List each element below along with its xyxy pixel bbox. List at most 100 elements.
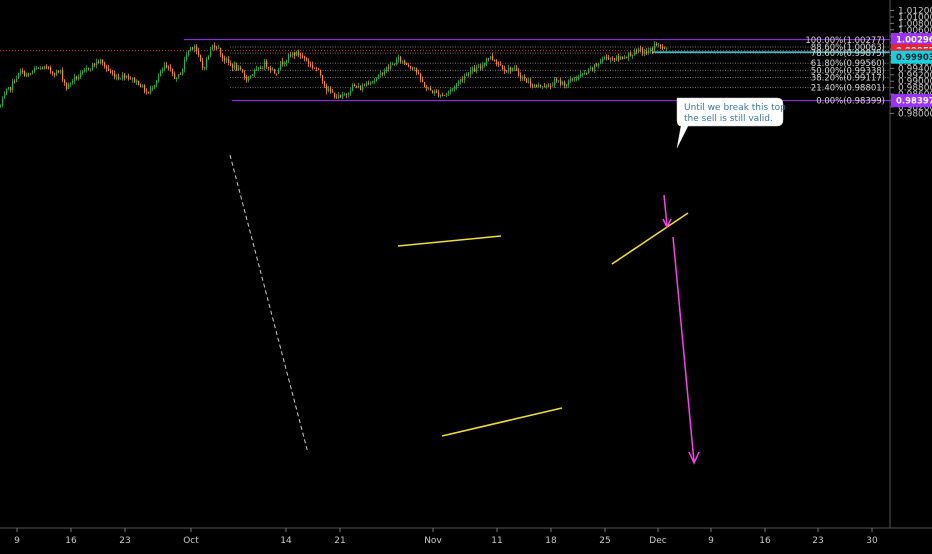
candle-body — [614, 58, 616, 61]
candle-body — [516, 68, 518, 71]
candle-body — [350, 90, 352, 94]
candle-body — [582, 73, 584, 75]
candle-body — [534, 84, 536, 87]
candle-body — [380, 72, 382, 75]
candle-body — [460, 79, 462, 82]
candle-body — [124, 74, 126, 78]
candle-body — [316, 68, 318, 69]
candle-body — [244, 72, 246, 78]
candle-body — [470, 70, 472, 74]
candle-body — [342, 94, 344, 98]
candle-body — [306, 58, 308, 61]
candle-body — [274, 69, 276, 74]
candle-body — [182, 69, 184, 75]
candle-body — [564, 82, 566, 86]
candle-body — [580, 74, 582, 77]
candle-body — [406, 63, 408, 65]
candle-body — [654, 43, 656, 51]
candle-body — [388, 67, 390, 69]
candle-body — [358, 86, 360, 88]
candle-body — [320, 69, 322, 76]
fib-level-label: 88.60%(1.00063) — [811, 43, 885, 53]
candle-body — [98, 61, 100, 64]
candle-body — [550, 86, 552, 87]
candle-body — [476, 67, 478, 72]
candle-body — [410, 66, 412, 68]
fib-level-label: 50.00%(0.99338) — [811, 66, 885, 76]
candle-body — [432, 90, 434, 94]
candle-body — [526, 78, 528, 83]
callout-line-2: the sell is still valid. — [684, 114, 773, 124]
price-tick-label: 0.98200 — [898, 103, 932, 113]
dashed-fib-anchor-line — [229, 154, 309, 454]
callout[interactable]: Until we break this top the sell is stil… — [676, 97, 786, 149]
fib-level-label: 38.20%(0.99117) — [811, 73, 885, 83]
time-tick-label: 30 — [866, 536, 878, 546]
candles — [0, 40, 668, 108]
candle-body — [262, 67, 264, 69]
candle-body — [336, 97, 338, 99]
candle-body — [66, 82, 68, 90]
candle-body — [22, 71, 24, 72]
candle-body — [180, 74, 182, 75]
price-axis[interactable]: 1.012001.010001.008001.006001.004001.002… — [889, 0, 932, 528]
time-axis[interactable]: 9 16 23 Oct 14 21 Nov 11 18 25 Dec 9 16 23 30 — [0, 527, 932, 546]
candle-body — [344, 94, 346, 96]
candle-body — [218, 48, 220, 49]
candle-body — [242, 69, 244, 73]
candle-body — [48, 67, 50, 68]
candle-body — [578, 76, 580, 79]
candle-body — [146, 91, 148, 93]
candle-body — [162, 69, 164, 72]
candle-body — [72, 80, 74, 83]
candle-body — [204, 67, 206, 69]
candle-body — [502, 65, 504, 70]
candle-body — [216, 47, 218, 49]
candle-body — [142, 85, 144, 88]
candle-body — [584, 73, 586, 74]
candle-body — [552, 85, 554, 87]
candle-body — [138, 80, 140, 86]
candle-body — [408, 64, 410, 67]
candle-body — [68, 83, 70, 90]
candle-body — [192, 47, 194, 49]
time-axis-ticks: 9 16 23 Oct 14 21 Nov 11 18 25 Dec 9 16 23 30 — [14, 528, 878, 546]
candle-body — [236, 64, 238, 71]
candle-body — [230, 63, 232, 65]
fibonacci-levels — [230, 46, 890, 89]
candle-body — [102, 59, 104, 63]
candle-body — [290, 54, 292, 56]
candle-body — [394, 63, 396, 65]
candle-body — [370, 82, 372, 84]
candle-body — [422, 79, 424, 83]
candle-body — [278, 69, 280, 74]
candle-body — [662, 46, 664, 49]
candle-body — [126, 75, 128, 78]
candle-body — [264, 61, 266, 68]
candle-body — [234, 64, 236, 68]
fib-level-label: 21.40%(0.98801) — [811, 84, 885, 94]
candle-body — [368, 83, 370, 84]
candle-body — [132, 77, 134, 80]
candle-body — [292, 53, 294, 55]
candle-body — [2, 98, 4, 106]
candle-body — [314, 67, 316, 69]
candle-body — [14, 81, 16, 83]
projection-arrow-small-head — [662, 218, 672, 229]
candle-body — [282, 61, 284, 64]
candle-body — [346, 94, 348, 96]
candle-body — [270, 67, 272, 70]
candle-body — [250, 75, 252, 77]
candle-body — [106, 66, 108, 69]
candle-body — [300, 54, 302, 56]
candle-body — [8, 87, 10, 89]
candle-body — [416, 68, 418, 73]
candle-body — [44, 66, 46, 70]
candle-body — [548, 85, 550, 87]
candle-body — [6, 88, 8, 95]
candle-body — [200, 54, 202, 62]
candle-body — [376, 78, 378, 81]
candle-body — [152, 88, 154, 89]
